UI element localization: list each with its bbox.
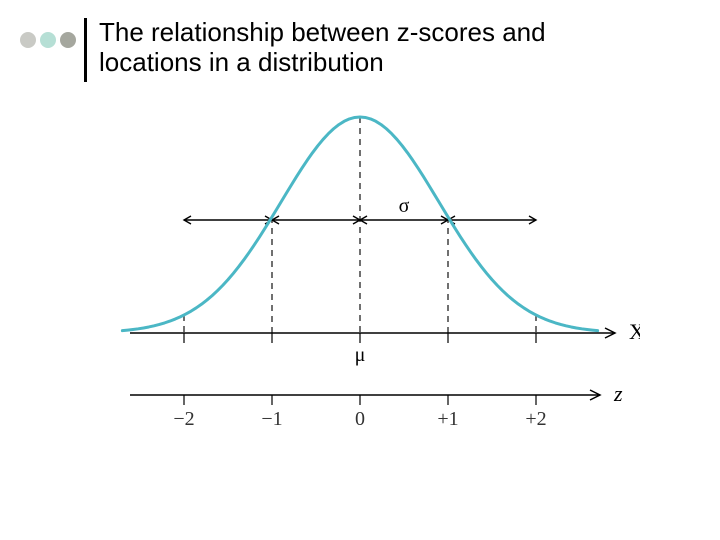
header-dots bbox=[20, 32, 76, 48]
z-tick-label: 0 bbox=[355, 408, 365, 430]
sigma-label: σ bbox=[399, 195, 410, 217]
dot-1 bbox=[20, 32, 36, 48]
slide-title: The relationship between z-scores and lo… bbox=[99, 18, 619, 78]
slide-header: The relationship between z-scores and lo… bbox=[20, 18, 700, 88]
z-tick-label: −2 bbox=[173, 408, 194, 430]
header-divider bbox=[84, 18, 87, 82]
slide-root: The relationship between z-scores and lo… bbox=[0, 0, 720, 540]
x-axis-label: X bbox=[629, 319, 640, 344]
dot-3 bbox=[60, 32, 76, 48]
z-tick-label: +2 bbox=[525, 408, 546, 430]
dot-2 bbox=[40, 32, 56, 48]
diagram-svg: σ μ X −2 −1 0 +1 +2 z bbox=[110, 105, 640, 445]
zscore-diagram: σ μ X −2 −1 0 +1 +2 z bbox=[110, 105, 640, 445]
z-tick-label: −1 bbox=[261, 408, 282, 430]
z-tick-label: +1 bbox=[437, 408, 458, 430]
z-axis-label: z bbox=[613, 381, 623, 406]
mu-label: μ bbox=[355, 344, 366, 366]
